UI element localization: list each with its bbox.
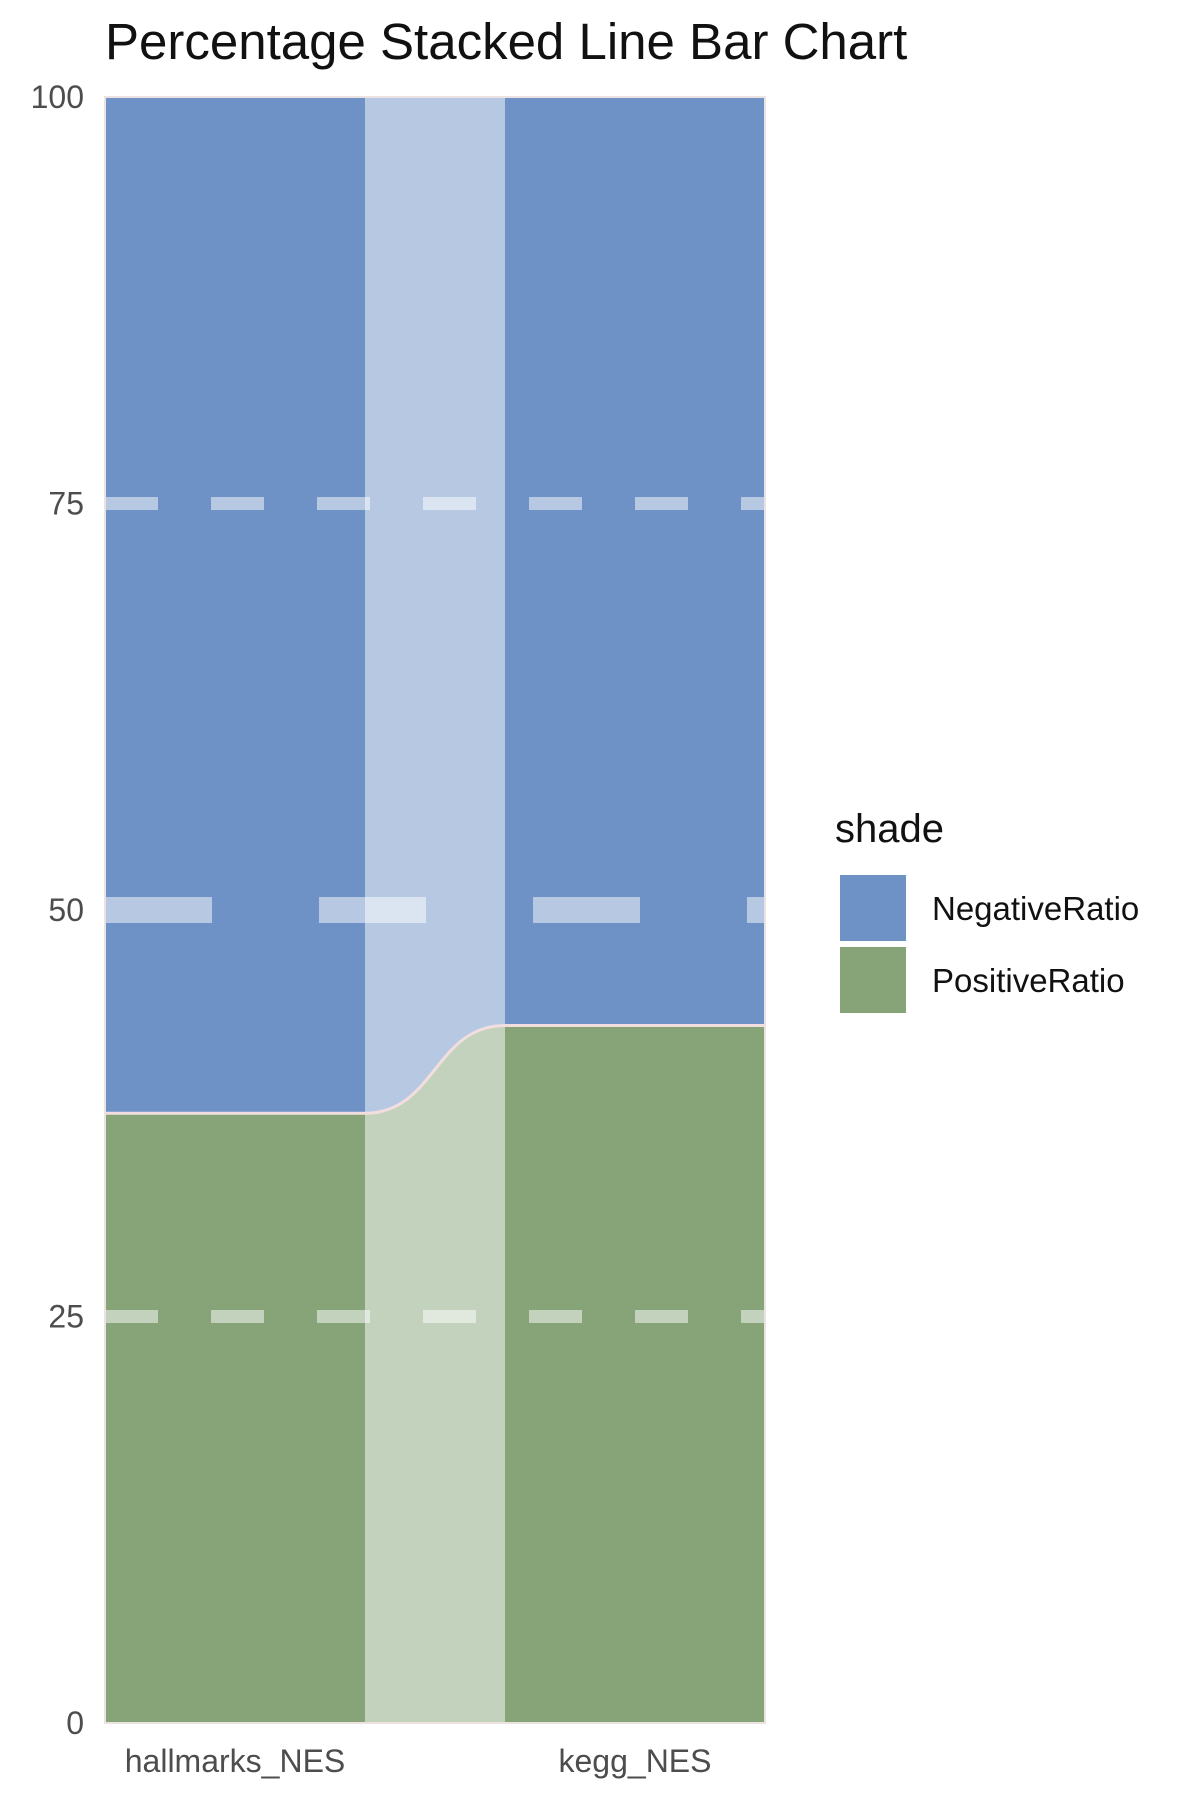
bars-layer — [105, 97, 765, 1723]
segment-boundary-line — [105, 1023, 765, 1115]
frame-layer — [104, 96, 766, 1724]
y-tick-label: 50 — [48, 892, 84, 928]
legend: shade NegativeRatio PositiveRatio — [835, 807, 1139, 1013]
bar-PositiveRatio-kegg_NES — [505, 1025, 765, 1723]
legend-title: shade — [835, 807, 944, 851]
bar-PositiveRatio-hallmarks_NES — [105, 1113, 365, 1723]
x-tick-label: hallmarks_NES — [125, 1743, 346, 1779]
grid-layer — [105, 497, 765, 1323]
y-axis: 0 25 50 75 100 — [31, 79, 84, 1741]
legend-key-NegativeRatio — [840, 875, 906, 941]
plot-frame — [104, 96, 766, 1724]
y-tick-label: 75 — [48, 486, 84, 522]
y-tick-label: 25 — [48, 1299, 84, 1335]
x-tick-label: kegg_NES — [559, 1743, 712, 1779]
x-axis: hallmarks_NES kegg_NES — [125, 1743, 712, 1779]
y-tick-label: 100 — [31, 79, 84, 115]
connector-NegativeRatio — [365, 97, 505, 1114]
y-tick-label: 0 — [66, 1705, 84, 1741]
bar-NegativeRatio-hallmarks_NES — [105, 97, 365, 1114]
connector-PositiveRatio — [365, 1025, 505, 1723]
legend-key-PositiveRatio — [840, 947, 906, 1013]
chart-title: Percentage Stacked Line Bar Chart — [105, 13, 908, 70]
connectors-layer — [365, 97, 505, 1723]
legend-label-NegativeRatio: NegativeRatio — [932, 890, 1139, 927]
bar-NegativeRatio-kegg_NES — [505, 97, 765, 1026]
legend-label-PositiveRatio: PositiveRatio — [932, 962, 1125, 999]
